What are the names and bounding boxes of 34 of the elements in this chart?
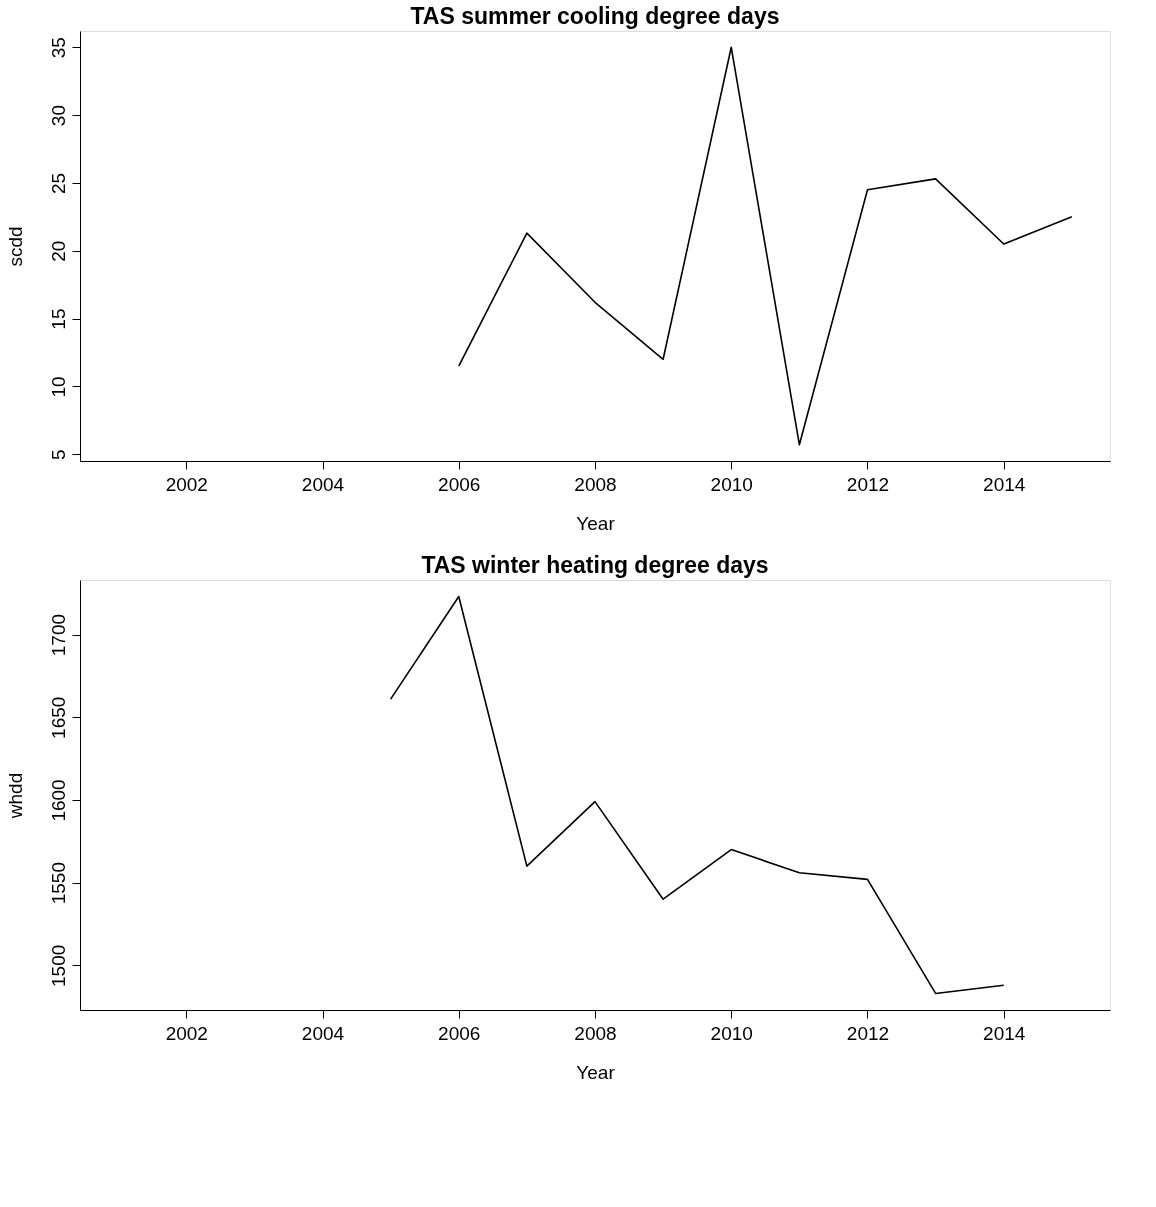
- y-tick-label: 35: [47, 37, 69, 59]
- x-tick-label: 2006: [438, 473, 481, 495]
- y-tick-label: 5: [47, 449, 69, 461]
- y-tick-label: 25: [47, 172, 69, 194]
- x-tick-label: 2002: [165, 1022, 208, 1044]
- y-tick-label: 1500: [47, 944, 69, 987]
- x-tick-label: 2012: [846, 473, 890, 495]
- x-tick-label: 2006: [438, 1022, 481, 1044]
- x-tick-label: 2010: [710, 1022, 753, 1044]
- x-axis-title: Year: [576, 1061, 616, 1083]
- x-tick-label: 2004: [301, 473, 345, 495]
- x-axis-title: Year: [576, 512, 616, 534]
- x-tick-label: 2010: [710, 473, 753, 495]
- y-tick-label: 30: [47, 105, 69, 127]
- y-axis-title: scdd: [4, 226, 26, 267]
- chart-title: TAS winter heating degree days: [421, 552, 769, 578]
- y-tick-label: 1550: [47, 862, 69, 905]
- y-axis-title: whdd: [4, 772, 26, 820]
- line-series: [389, 595, 1005, 995]
- x-tick-label: 2008: [574, 1022, 617, 1044]
- y-tick-label: 10: [47, 376, 69, 398]
- y-tick-label: 1650: [47, 696, 69, 739]
- y-tick-label: 1700: [47, 613, 69, 657]
- x-tick-label: 2008: [574, 473, 617, 495]
- x-tick-label: 2014: [983, 473, 1026, 495]
- x-tick-label: 2004: [301, 1022, 345, 1044]
- y-tick-label: 20: [47, 240, 69, 262]
- y-tick-label: 15: [47, 308, 69, 330]
- chart-title: TAS summer cooling degree days: [410, 3, 780, 29]
- y-tick-label: 1600: [47, 779, 69, 822]
- x-tick-label: 2002: [165, 473, 208, 495]
- x-tick-label: 2012: [846, 1022, 890, 1044]
- x-tick-label: 2014: [983, 1022, 1026, 1044]
- line-series: [457, 46, 1073, 446]
